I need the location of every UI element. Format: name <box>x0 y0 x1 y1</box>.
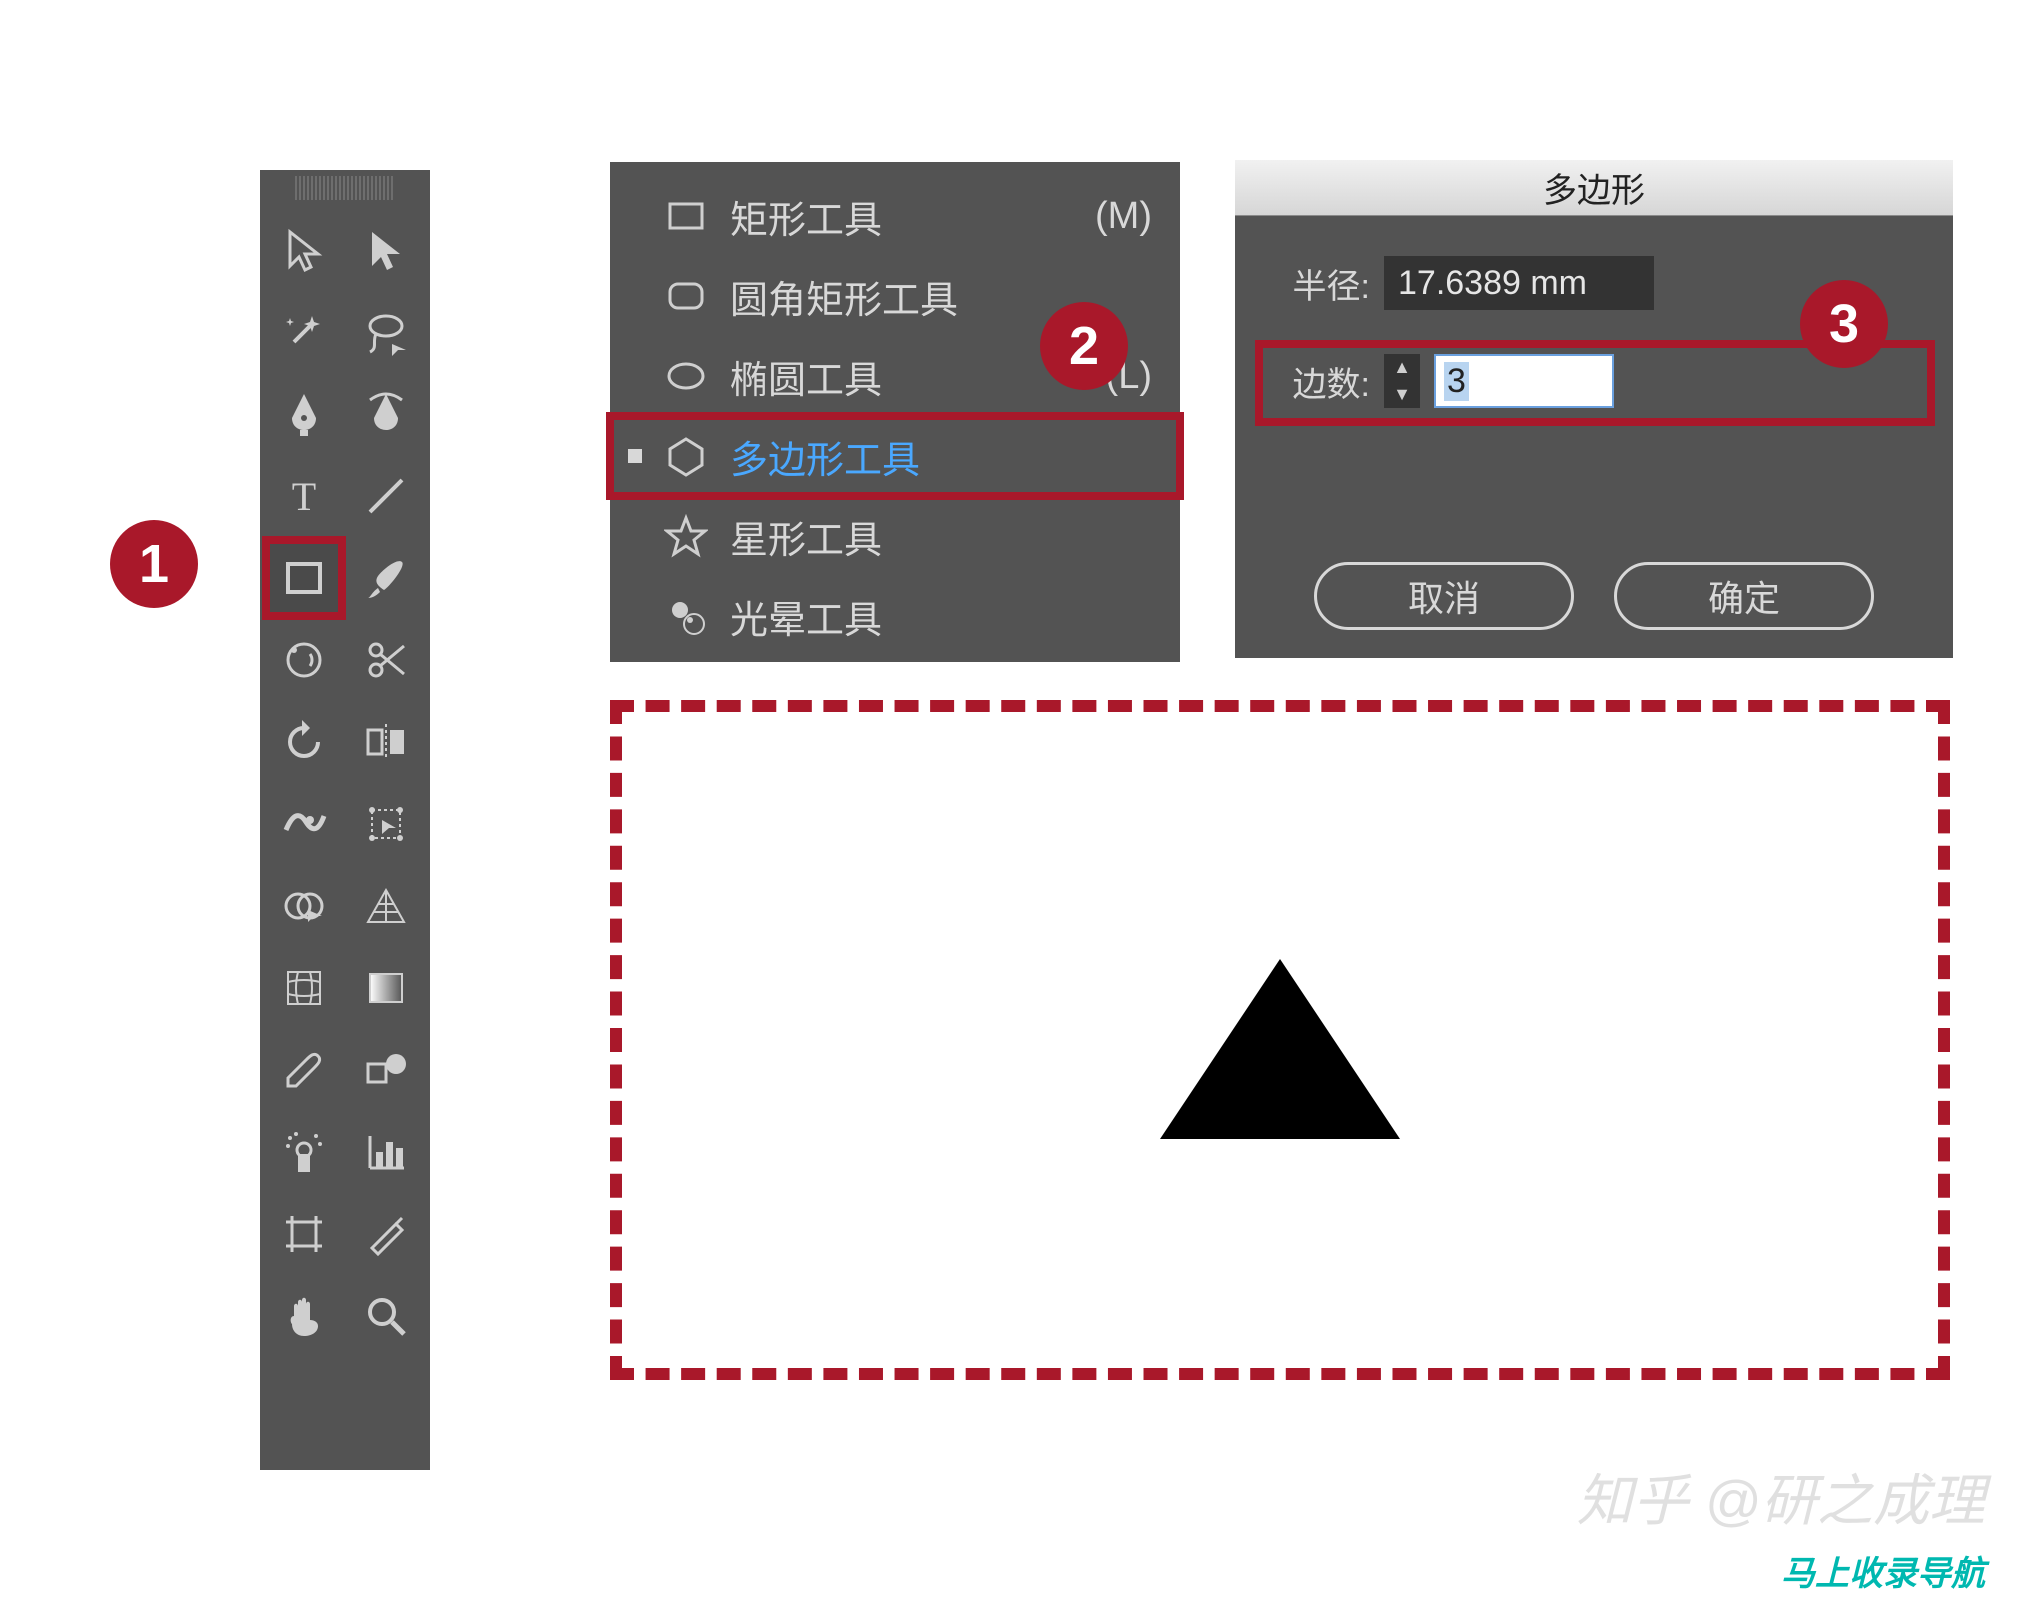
tool-grid: T <box>268 214 422 1352</box>
pen-tool[interactable] <box>268 378 340 450</box>
stepper-down-icon[interactable]: ▼ <box>1384 381 1420 408</box>
mesh-tool[interactable] <box>268 952 340 1024</box>
zoom-tool[interactable] <box>350 1280 422 1352</box>
annotation-2-label: 2 <box>1069 315 1099 377</box>
eyedropper-tool[interactable] <box>268 1034 340 1106</box>
artboard-tool[interactable] <box>268 1198 340 1270</box>
round-rect-icon <box>662 272 710 320</box>
ok-label: 确定 <box>1708 570 1780 622</box>
result-canvas <box>610 700 1950 1380</box>
reflect-tool[interactable] <box>350 706 422 778</box>
polygon-dialog: 多边形 半径: 17.6389 mm 边数: ▲ ▼ 3 取消 确定 <box>1235 160 1953 658</box>
current-marker <box>628 449 642 463</box>
type-tool[interactable]: T <box>268 460 340 532</box>
flyout-label: 矩形工具 <box>730 189 1072 244</box>
symbol-sprayer-tool[interactable] <box>268 1116 340 1188</box>
curvature-pen-tool[interactable] <box>350 378 422 450</box>
stepper-up-icon[interactable]: ▲ <box>1384 354 1420 381</box>
flare-icon <box>662 592 710 640</box>
gradient-tool[interactable] <box>350 952 422 1024</box>
watermark-nav: 马上收录导航 <box>1781 1546 1985 1595</box>
radius-label: 半径: <box>1275 259 1370 308</box>
free-transform-tool[interactable] <box>350 788 422 860</box>
panel-grip[interactable] <box>295 176 395 200</box>
paintbrush-tool[interactable] <box>350 542 422 614</box>
dialog-buttons: 取消 确定 <box>1235 562 1953 630</box>
line-segment-tool[interactable] <box>350 460 422 532</box>
annotation-3: 3 <box>1800 280 1888 368</box>
direct-selection-tool[interactable] <box>350 214 422 286</box>
flyout-label: 圆角矩形工具 <box>730 269 1072 324</box>
sides-input[interactable]: 3 <box>1434 354 1614 408</box>
rectangle-tool[interactable] <box>268 542 340 614</box>
hand-tool[interactable] <box>268 1280 340 1352</box>
tools-panel: T <box>260 170 430 1470</box>
lasso-tool[interactable] <box>350 296 422 368</box>
slice-tool[interactable] <box>350 1198 422 1270</box>
rotate-tool[interactable] <box>268 706 340 778</box>
triangle-shape <box>1160 959 1400 1139</box>
radius-value: 17.6389 mm <box>1398 264 1587 303</box>
selection-tool[interactable] <box>268 214 340 286</box>
flyout-rectangle[interactable]: 矩形工具 (M) <box>610 176 1180 256</box>
sides-label: 边数: <box>1275 357 1370 406</box>
annotation-2: 2 <box>1040 302 1128 390</box>
radius-input[interactable]: 17.6389 mm <box>1384 256 1654 310</box>
watermark-zhihu: 知乎 @研之成理 <box>1577 1456 1985 1537</box>
dialog-title: 多边形 <box>1235 160 1953 216</box>
flyout-label: 星形工具 <box>730 509 1072 564</box>
shaper-tool[interactable] <box>268 624 340 696</box>
scissors-tool[interactable] <box>350 624 422 696</box>
star-icon <box>662 512 710 560</box>
sides-stepper[interactable]: ▲ ▼ <box>1384 354 1420 408</box>
ellipse-icon <box>662 352 710 400</box>
flyout-shortcut: (M) <box>1092 195 1152 238</box>
sides-value: 3 <box>1444 362 1469 401</box>
flyout-label: 椭圆工具 <box>730 349 1072 404</box>
flyout-star[interactable]: 星形工具 <box>610 496 1180 576</box>
shape-builder-tool[interactable] <box>268 870 340 942</box>
blend-tool[interactable] <box>350 1034 422 1106</box>
svg-text:T: T <box>292 474 316 519</box>
rect-icon <box>662 192 710 240</box>
magic-wand-tool[interactable] <box>268 296 340 368</box>
cancel-button[interactable]: 取消 <box>1314 562 1574 630</box>
shape-tools-flyout: 矩形工具 (M) 圆角矩形工具 椭圆工具 (L) 多边形工具 星形工具 光晕工具 <box>610 162 1180 662</box>
flyout-flare[interactable]: 光晕工具 <box>610 576 1180 656</box>
width-tool[interactable] <box>268 788 340 860</box>
annotation-1-label: 1 <box>139 533 169 595</box>
flyout-label: 多边形工具 <box>730 429 1072 484</box>
polygon-icon <box>662 432 710 480</box>
perspective-grid-tool[interactable] <box>350 870 422 942</box>
flyout-polygon[interactable]: 多边形工具 <box>610 416 1180 496</box>
column-graph-tool[interactable] <box>350 1116 422 1188</box>
ok-button[interactable]: 确定 <box>1614 562 1874 630</box>
flyout-label: 光晕工具 <box>730 589 1072 644</box>
cancel-label: 取消 <box>1408 570 1480 622</box>
annotation-1: 1 <box>110 520 198 608</box>
annotation-3-label: 3 <box>1829 293 1859 355</box>
